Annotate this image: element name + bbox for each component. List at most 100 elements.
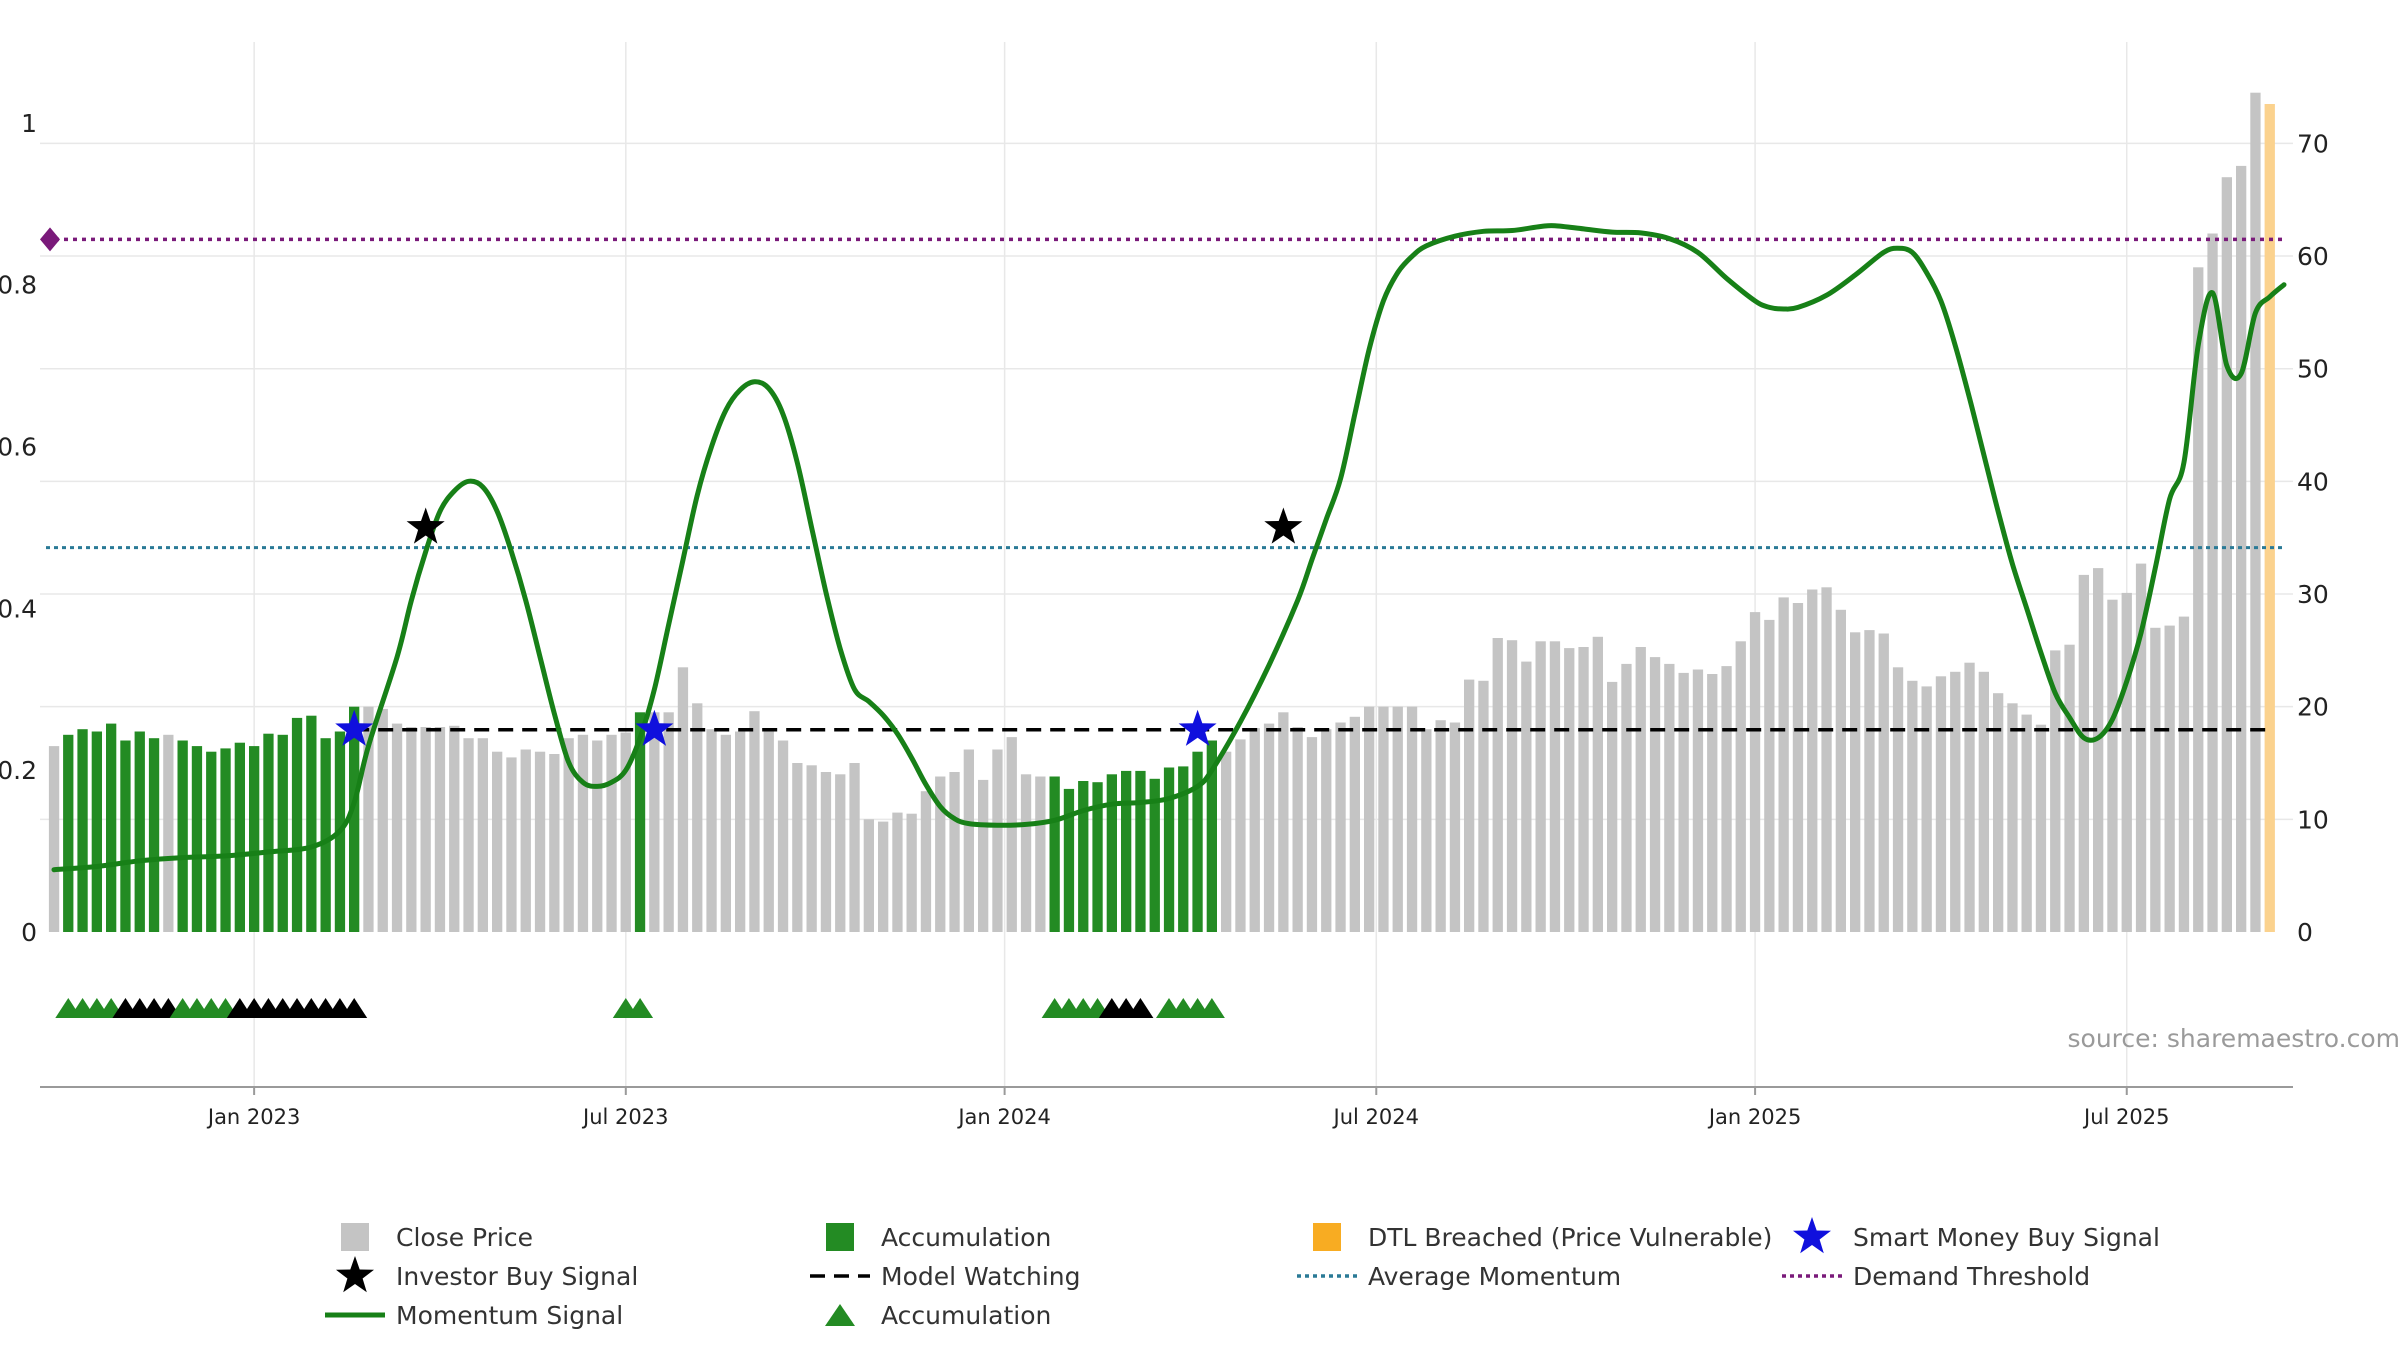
legend-item: DTL Breached (Price Vulnerable) xyxy=(1313,1223,1772,1252)
legend-star-investor xyxy=(336,1256,374,1293)
price-bar xyxy=(549,754,560,932)
accumulation-bar xyxy=(177,740,188,932)
dtl-breached-bar xyxy=(2264,104,2275,932)
reference-lines xyxy=(40,227,2285,732)
price-bar xyxy=(48,746,60,932)
price-bar xyxy=(1449,722,1461,932)
legend-label: Smart Money Buy Signal xyxy=(1853,1223,2160,1252)
price-bar xyxy=(849,763,860,932)
price-bar xyxy=(978,779,989,932)
price-bar xyxy=(2093,568,2104,932)
price-bar xyxy=(1935,676,1947,932)
right-tick-label: 40 xyxy=(2297,467,2329,496)
price-bar xyxy=(1492,638,1503,932)
x-tick-label: Jan 2024 xyxy=(956,1105,1051,1129)
watching-triangle xyxy=(341,998,368,1018)
price-bar xyxy=(2107,599,2118,932)
price-bar xyxy=(1735,641,1746,932)
accumulation-bar xyxy=(77,729,88,932)
price-bar xyxy=(163,734,174,932)
accumulation-bar xyxy=(191,746,203,932)
x-tick-label: Jul 2023 xyxy=(581,1105,668,1129)
accumulation-bar xyxy=(234,742,245,932)
price-bar xyxy=(1978,671,1989,932)
price-bar xyxy=(878,821,889,932)
price-bar xyxy=(1778,597,1789,932)
accumulation-bar xyxy=(277,734,288,932)
price-bar xyxy=(1435,720,1446,932)
price-bar xyxy=(1035,776,1046,932)
buy-signals xyxy=(335,507,1303,746)
price-bar xyxy=(820,772,832,932)
price-bar xyxy=(1864,630,1875,932)
price-bar xyxy=(1678,672,1689,932)
price-bars xyxy=(48,92,2275,932)
accumulation-bar xyxy=(1063,788,1075,932)
price-bar xyxy=(492,751,503,932)
accumulation-bar xyxy=(306,715,317,932)
price-bar xyxy=(1950,671,1961,932)
price-bar xyxy=(1792,603,1804,932)
price-bar xyxy=(534,751,546,932)
accumulation-bar xyxy=(349,706,360,932)
price-bar xyxy=(806,765,817,932)
x-tick-label: Jan 2023 xyxy=(206,1105,301,1129)
legend-label: Accumulation xyxy=(881,1223,1051,1252)
price-bar xyxy=(1749,612,1761,932)
accumulation-bar xyxy=(320,738,331,932)
price-bar xyxy=(406,727,417,932)
accumulation-markers xyxy=(55,998,1225,1018)
accumulation-bar xyxy=(634,712,646,932)
x-tick-label: Jan 2025 xyxy=(1707,1105,1802,1129)
accumulation-bar xyxy=(1192,751,1203,932)
left-tick-label: 0.6 xyxy=(0,433,37,462)
price-bar xyxy=(2135,563,2147,932)
price-bar xyxy=(835,774,846,932)
investor-buy-star xyxy=(1264,507,1303,544)
price-bar xyxy=(1535,641,1546,932)
price-bar xyxy=(1221,751,1232,932)
price-bar xyxy=(1006,737,1017,932)
price-bar xyxy=(1306,737,1318,932)
legend-item: Demand Threshold xyxy=(1782,1262,2090,1291)
price-bar xyxy=(706,729,717,932)
accumulation-bar xyxy=(1049,776,1060,932)
price-bar xyxy=(1592,636,1603,932)
legend-item: Average Momentum xyxy=(1297,1262,1621,1291)
price-bar xyxy=(463,738,474,932)
legend: Close Price Accumulation DTL Breached (Pri… xyxy=(325,1217,2160,1330)
price-bar xyxy=(1521,661,1532,932)
price-bar xyxy=(449,725,460,932)
price-bar xyxy=(949,772,960,932)
price-bar xyxy=(1707,674,1718,932)
price-bar xyxy=(920,791,932,932)
price-bar xyxy=(2121,592,2132,932)
accumulation-bar xyxy=(263,733,274,932)
momentum-signal-line xyxy=(51,223,2287,873)
x-tick-label: Jul 2025 xyxy=(2082,1105,2169,1129)
price-bar xyxy=(620,732,631,932)
price-bar xyxy=(1835,609,1846,932)
price-bar xyxy=(1249,728,1260,932)
price-bar xyxy=(2050,650,2061,932)
accumulation-bar xyxy=(1163,767,1175,932)
source-note: source: sharemaestro.com xyxy=(2068,1024,2400,1053)
legend-item: Smart Money Buy Signal xyxy=(1793,1217,2160,1254)
price-bar xyxy=(1664,663,1675,932)
price-bar xyxy=(577,734,589,932)
price-bar xyxy=(1907,680,1918,932)
smart-money-star xyxy=(635,709,674,746)
price-bar xyxy=(1349,716,1360,932)
price-bar xyxy=(1578,647,1589,932)
momentum-signal xyxy=(51,223,2287,873)
investor-buy-star xyxy=(406,507,445,544)
legend-item: Momentum Signal xyxy=(325,1301,623,1330)
right-tick-label: 20 xyxy=(2297,693,2329,722)
price-bar xyxy=(377,708,388,932)
left-tick-label: 0.8 xyxy=(0,271,37,300)
legend-item: Accumulation xyxy=(826,1223,1051,1252)
price-bar xyxy=(1549,641,1561,932)
price-bar xyxy=(1321,729,1332,932)
accumulation-bar xyxy=(106,723,117,932)
